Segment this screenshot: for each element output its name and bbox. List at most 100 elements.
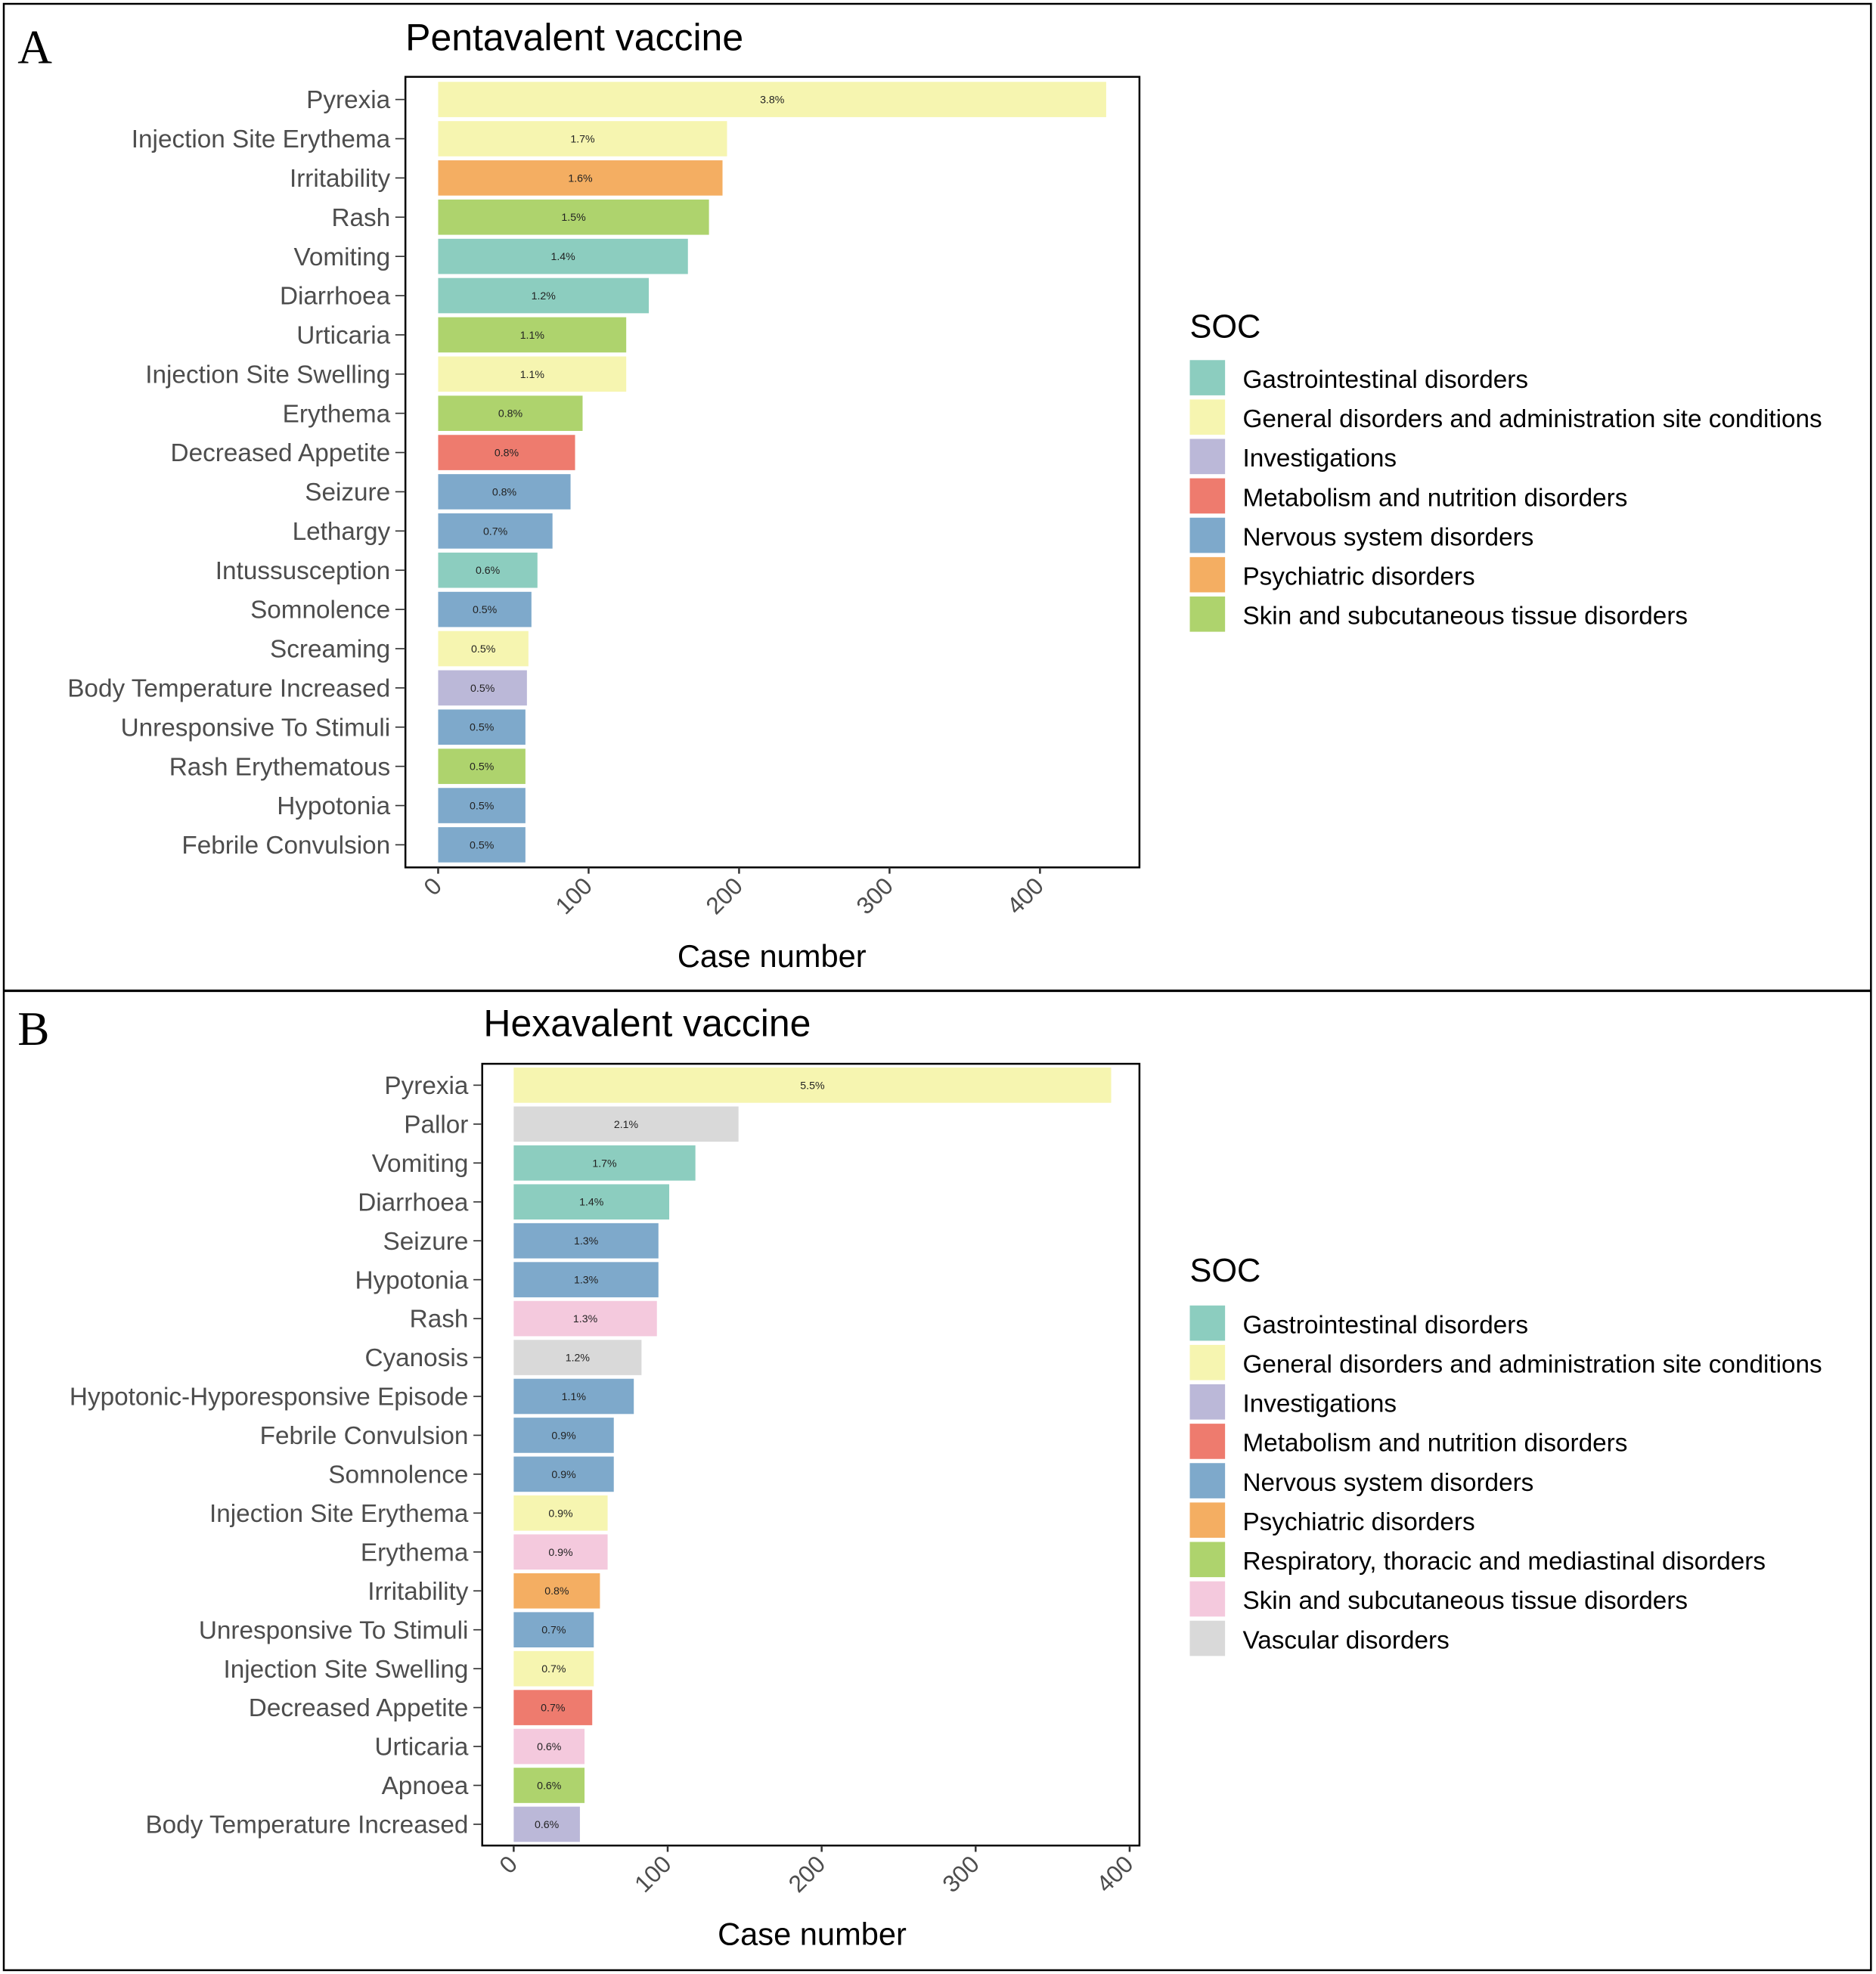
- y-tick-label: Vomiting: [293, 243, 390, 271]
- legend-label: Psychiatric disorders: [1242, 1508, 1474, 1536]
- y-tick-label: Somnolence: [250, 597, 390, 624]
- bar: [513, 1223, 659, 1259]
- y-tick-label: Seizure: [383, 1228, 469, 1256]
- bar: [513, 1495, 608, 1531]
- y-tick-label: Urticaria: [374, 1734, 468, 1762]
- x-tick-label: 0: [418, 872, 447, 900]
- bar-percent-label: 0.5%: [470, 800, 495, 812]
- bar: [438, 238, 688, 274]
- y-tick-label: Urticaria: [296, 322, 390, 350]
- legend-swatch: [1189, 1305, 1226, 1341]
- bar: [513, 1573, 600, 1609]
- y-tick-label: Hypotonia: [355, 1266, 468, 1294]
- bar: [438, 670, 527, 706]
- legend-swatch: [1189, 1581, 1226, 1617]
- legend-label: General disorders and administration sit…: [1242, 1351, 1822, 1379]
- bar-percent-label: 0.6%: [476, 564, 501, 576]
- bar-percent-label: 1.2%: [566, 1352, 591, 1364]
- bar-percent-label: 1.3%: [574, 1235, 599, 1247]
- bar-percent-label: 2.1%: [614, 1118, 639, 1130]
- legend-label: Nervous system disorders: [1242, 523, 1533, 551]
- bar-percent-label: 0.7%: [541, 1663, 566, 1675]
- x-tick-label: 100: [550, 872, 597, 919]
- bar: [438, 435, 575, 470]
- y-tick-label: Intussusception: [216, 557, 390, 585]
- panel-a: 3.8% Pyrexia 1.7% Injection Site Erythema 1.…: [67, 76, 1822, 919]
- y-tick-label: Irritability: [367, 1578, 469, 1606]
- legend-label: Metabolism and nutrition disorders: [1242, 484, 1627, 512]
- y-tick-label: Cyanosis: [364, 1344, 468, 1372]
- y-tick-label: Febrile Convulsion: [260, 1422, 469, 1450]
- x-axis-label-b: Case number: [718, 1917, 907, 1952]
- legend-label: Skin and subcutaneous tissue disorders: [1242, 603, 1688, 631]
- bar: [438, 474, 571, 510]
- x-axis-label-a: Case number: [678, 938, 867, 974]
- bar: [513, 1650, 594, 1687]
- bar-percent-label: 1.7%: [570, 132, 595, 144]
- bar: [438, 709, 526, 745]
- bar-percent-label: 1.4%: [550, 250, 575, 262]
- y-tick-label: Pyrexia: [384, 1072, 469, 1100]
- bar: [513, 1262, 659, 1297]
- y-tick-label: Somnolence: [328, 1461, 468, 1489]
- y-tick-label: Injection Site Erythema: [209, 1500, 469, 1528]
- y-tick-label: Rash: [410, 1306, 469, 1334]
- y-tick-label: Body Temperature Increased: [145, 1811, 468, 1839]
- bar: [438, 552, 538, 588]
- bar: [513, 1456, 614, 1492]
- bar: [438, 82, 1106, 117]
- bar-percent-label: 3.8%: [760, 94, 785, 106]
- legend-label: Investigations: [1242, 1390, 1397, 1418]
- legend-label: Metabolism and nutrition disorders: [1242, 1430, 1627, 1458]
- bar-percent-label: 0.5%: [470, 682, 495, 694]
- bar-percent-label: 5.5%: [800, 1079, 825, 1091]
- bar: [513, 1728, 585, 1765]
- bar: [513, 1690, 593, 1725]
- y-tick-label: Rash Erythematous: [169, 753, 390, 781]
- y-tick-label: Diarrhoea: [280, 283, 391, 311]
- y-tick-label: Hypotonic-Hyporesponsive Episode: [70, 1384, 468, 1412]
- bar: [513, 1418, 614, 1453]
- bar: [438, 356, 627, 392]
- bar-percent-label: 0.6%: [537, 1740, 562, 1752]
- legend-swatch: [1189, 1344, 1226, 1381]
- bar-percent-label: 1.3%: [573, 1312, 598, 1325]
- bar: [438, 121, 727, 156]
- y-tick-label: Injection Site Erythema: [132, 126, 391, 153]
- bar: [438, 631, 529, 667]
- y-tick-label: Screaming: [270, 636, 390, 664]
- legend-label: Respiratory, thoracic and mediastinal di…: [1242, 1548, 1766, 1576]
- bar-percent-label: 0.7%: [483, 525, 508, 537]
- bar-percent-label: 1.5%: [561, 211, 586, 223]
- bar-percent-label: 0.9%: [548, 1507, 573, 1519]
- y-tick-label: Decreased Appetite: [171, 439, 391, 467]
- bar: [513, 1184, 670, 1220]
- bar: [513, 1612, 594, 1648]
- legend-swatch: [1189, 1463, 1226, 1498]
- y-tick-label: Rash: [331, 204, 390, 232]
- bar-percent-label: 0.5%: [473, 603, 498, 615]
- y-tick-label: Injection Site Swelling: [224, 1656, 469, 1684]
- legend-label: Gastrointestinal disorders: [1242, 366, 1528, 394]
- y-tick-label: Seizure: [305, 479, 390, 507]
- bar: [513, 1534, 608, 1570]
- bar-percent-label: 0.8%: [498, 408, 523, 420]
- legend-label: General disorders and administration sit…: [1242, 405, 1822, 433]
- legend-swatch: [1189, 399, 1226, 435]
- y-tick-label: Hypotonia: [277, 792, 390, 820]
- chart-title-a: Pentavalent vaccine: [405, 17, 743, 59]
- y-tick-label: Pallor: [404, 1111, 468, 1139]
- x-tick-label: 200: [700, 872, 748, 919]
- bar: [513, 1145, 696, 1181]
- bar-percent-label: 0.5%: [471, 643, 496, 655]
- y-tick-label: Febrile Convulsion: [181, 832, 390, 860]
- legend-swatch: [1189, 1384, 1226, 1420]
- legend-swatch: [1189, 1424, 1226, 1459]
- y-tick-label: Injection Site Swelling: [145, 361, 390, 389]
- bar-percent-label: 1.7%: [592, 1157, 617, 1169]
- legend-title-a: SOC: [1190, 308, 1261, 345]
- bar-percent-label: 0.9%: [551, 1468, 576, 1480]
- bar: [438, 160, 723, 196]
- bar-percent-label: 0.8%: [495, 447, 519, 459]
